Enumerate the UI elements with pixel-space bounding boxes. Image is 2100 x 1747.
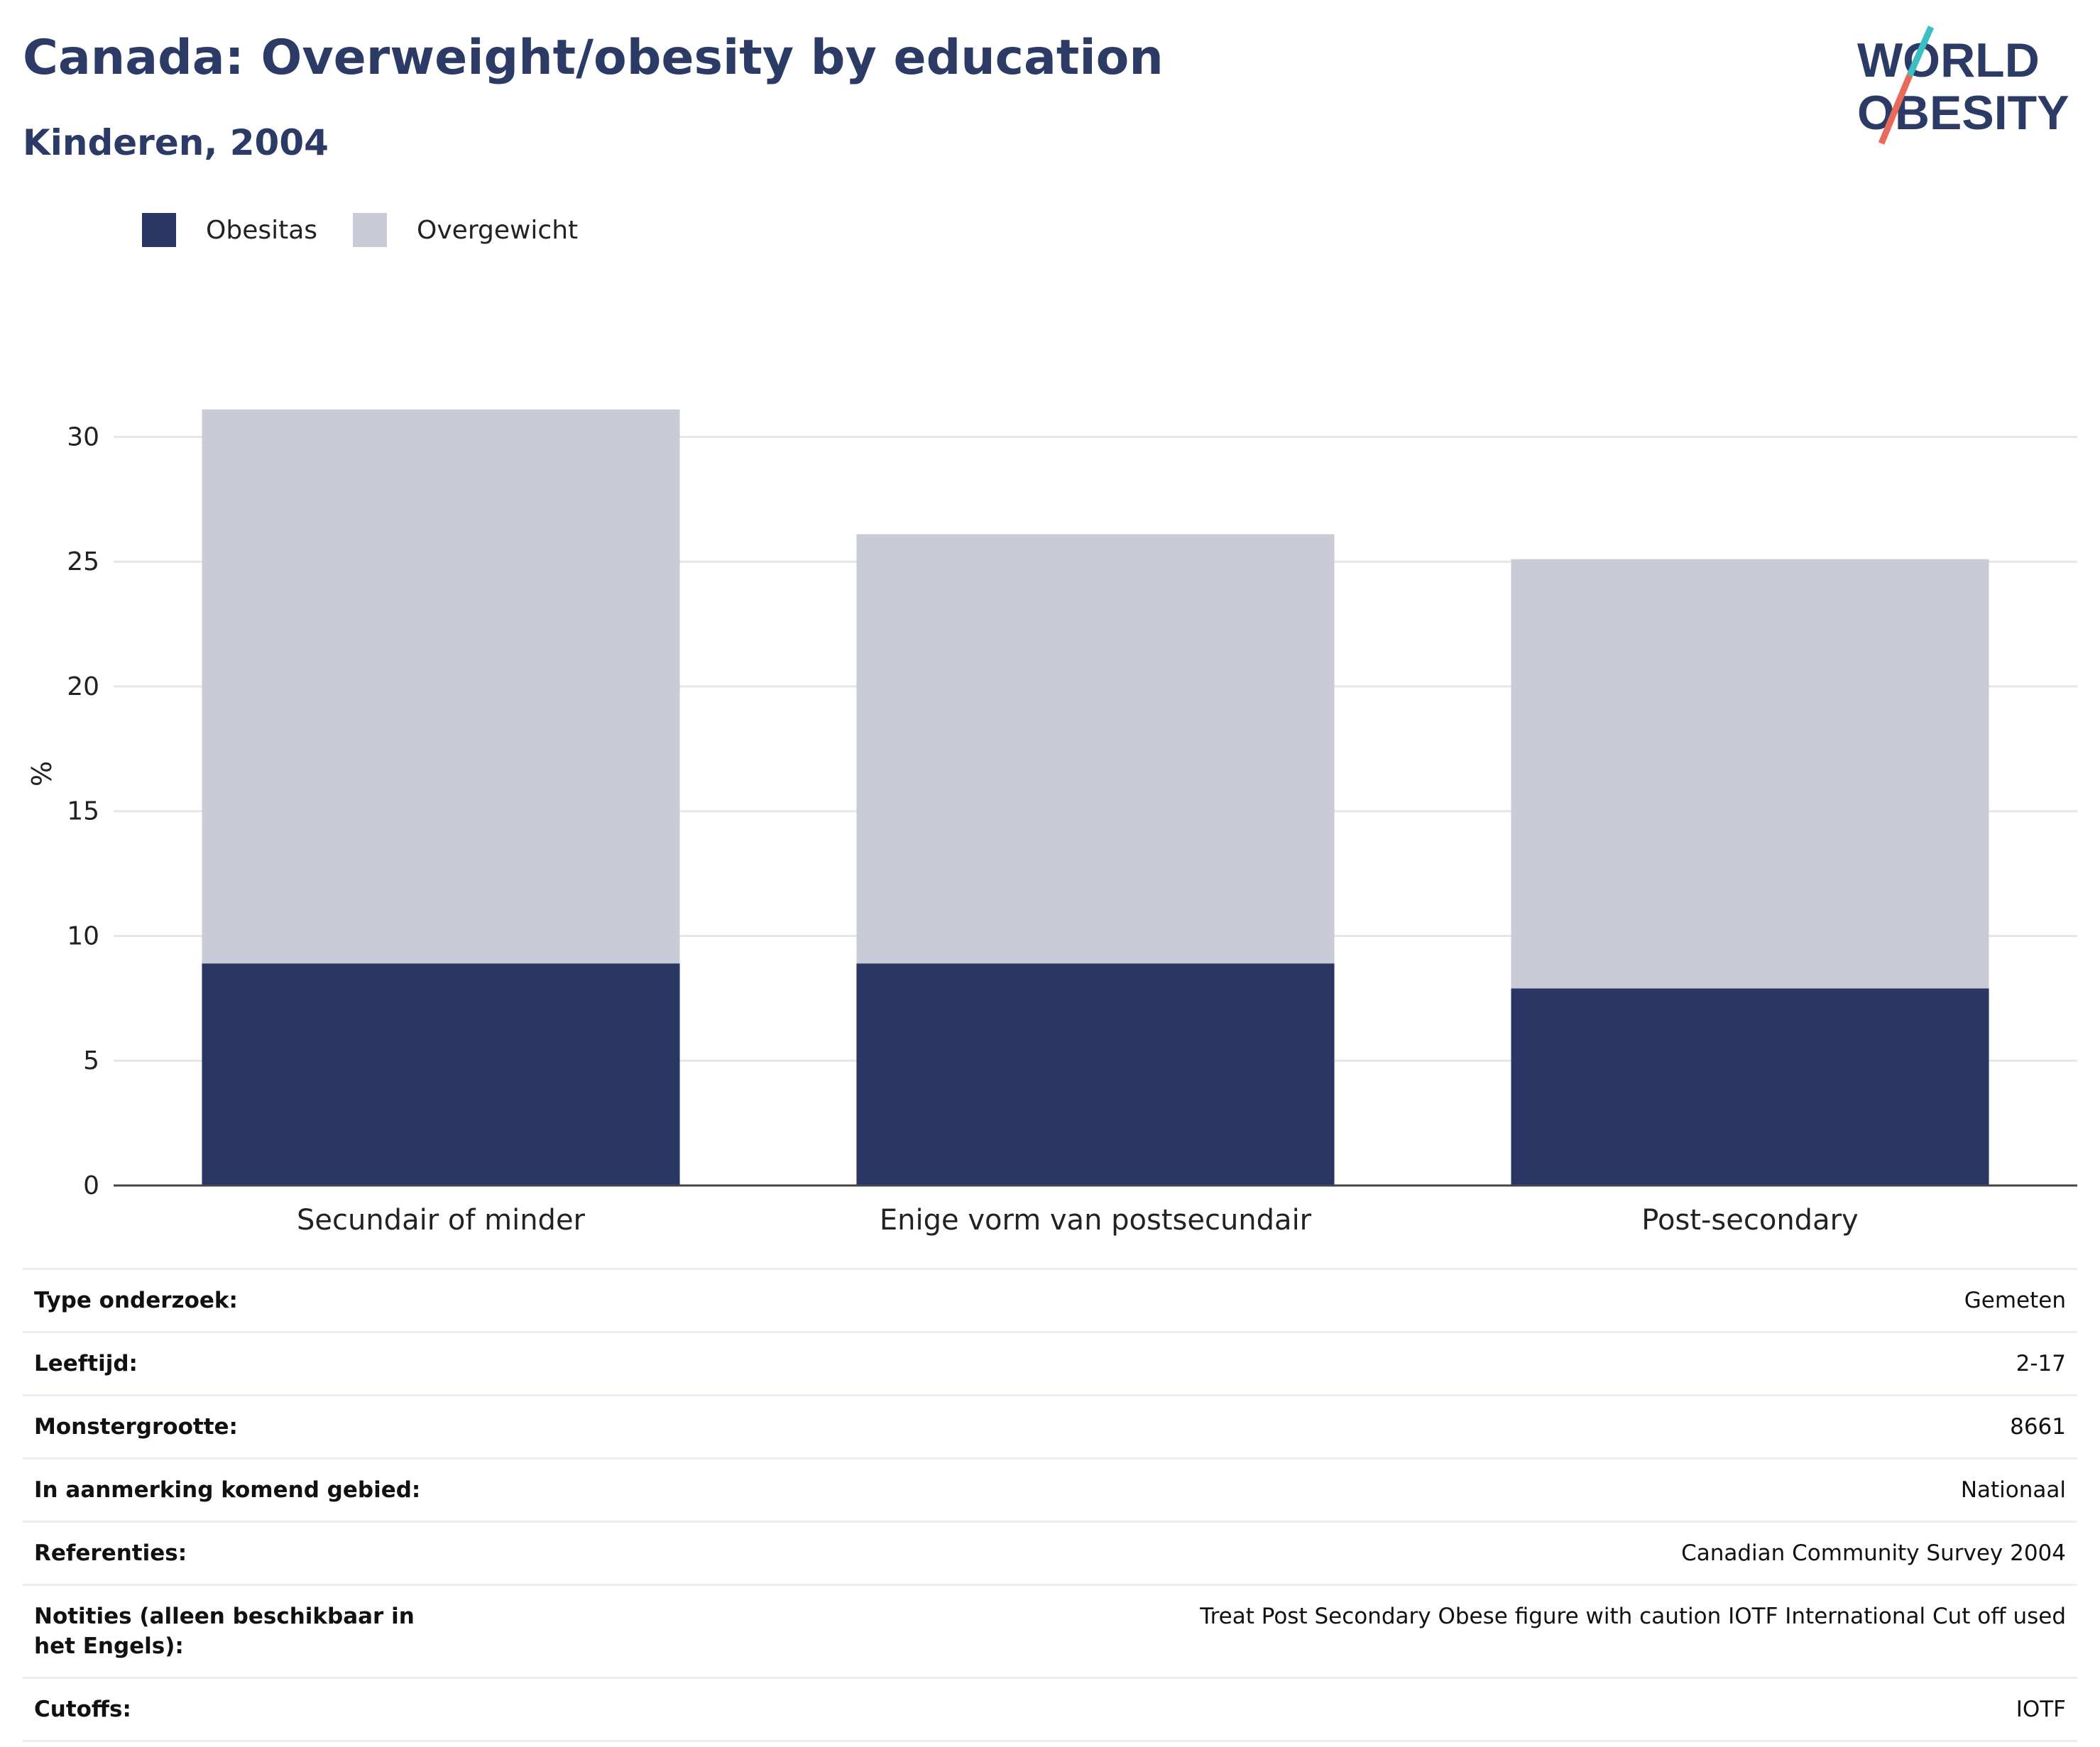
bar-obesitas: [202, 963, 680, 1185]
chart-legend: Obesitas Overgewicht: [142, 209, 613, 251]
legend-item-overgewicht[interactable]: Overgewicht: [353, 213, 578, 247]
info-row: Monstergrootte: 8661: [23, 1394, 2077, 1457]
info-row: Referenties: Canadian Community Survey 2…: [23, 1521, 2077, 1584]
info-row: Type onderzoek: Gemeten: [23, 1268, 2077, 1331]
info-value: 2-17: [2016, 1351, 2066, 1376]
info-label: Notities (alleen beschikbaar in het Enge…: [34, 1604, 415, 1659]
bar-overgewicht: [202, 409, 680, 964]
stacked-bar-chart: 0 5 10 15 20 25 30% Secundair of minder Enige vo…: [26, 409, 2077, 1237]
bar-obesitas: [856, 963, 1335, 1185]
legend-label: Overgewicht: [417, 215, 579, 245]
legend-swatch-overgewicht: [353, 213, 388, 247]
y-tick-label: 30: [67, 422, 99, 451]
x-tick-label: Enige vorm van postsecundair: [880, 1204, 1312, 1237]
info-label: Cutoffs:: [34, 1697, 131, 1722]
info-row: Notities (alleen beschikbaar in het Enge…: [23, 1584, 2077, 1677]
bar-obesitas: [1511, 988, 1989, 1185]
page-subtitle: Kinderen, 2004: [23, 122, 329, 163]
y-axis-label: %: [26, 761, 58, 787]
info-label: In aanmerking komend gebied:: [34, 1477, 421, 1503]
bar-overgewicht: [856, 534, 1335, 964]
info-value: Gemeten: [1964, 1288, 2066, 1313]
y-tick-label: 10: [67, 921, 99, 951]
x-tick-label: Post-secondary: [1641, 1204, 1858, 1237]
y-tick-label: 0: [83, 1171, 99, 1200]
logo-slash-bottom-icon: [1878, 74, 1913, 145]
info-row: Cutoffs: IOTF: [23, 1677, 2077, 1742]
legend-swatch-obesitas: [142, 213, 176, 247]
info-value: Nationaal: [1960, 1477, 2066, 1503]
world-obesity-logo[interactable]: WORLD OBESITY: [1846, 26, 2080, 153]
y-tick-label: 5: [83, 1046, 99, 1075]
info-label: Leeftijd:: [34, 1351, 138, 1376]
info-value: 8661: [2010, 1414, 2066, 1440]
info-value: Canadian Community Survey 2004: [1681, 1540, 2066, 1566]
info-label: Type onderzoek:: [34, 1288, 238, 1313]
y-tick-label: 20: [67, 672, 99, 701]
info-value: Treat Post Secondary Obese figure with c…: [1200, 1604, 2066, 1629]
info-value: IOTF: [2016, 1697, 2066, 1722]
y-tick-label: 15: [67, 797, 99, 826]
x-tick-label: Secundair of minder: [297, 1204, 586, 1237]
legend-label: Obesitas: [206, 215, 318, 245]
y-tick-label: 25: [67, 547, 99, 576]
info-row: In aanmerking komend gebied: Nationaal: [23, 1457, 2077, 1521]
info-label: Referenties:: [34, 1540, 187, 1566]
info-label: Monstergrootte:: [34, 1414, 238, 1440]
logo-text-world: WORLD: [1857, 33, 2040, 87]
bar-overgewicht: [1511, 559, 1989, 989]
logo-slash-top-icon: [1906, 26, 1935, 77]
info-row: Leeftijd: 2-17: [23, 1331, 2077, 1394]
survey-info-table: Type onderzoek: Gemeten Leeftijd: 2-17 M…: [23, 1268, 2077, 1742]
legend-item-obesitas[interactable]: Obesitas: [142, 213, 317, 247]
page-title: Canada: Overweight/obesity by education: [23, 30, 1164, 86]
